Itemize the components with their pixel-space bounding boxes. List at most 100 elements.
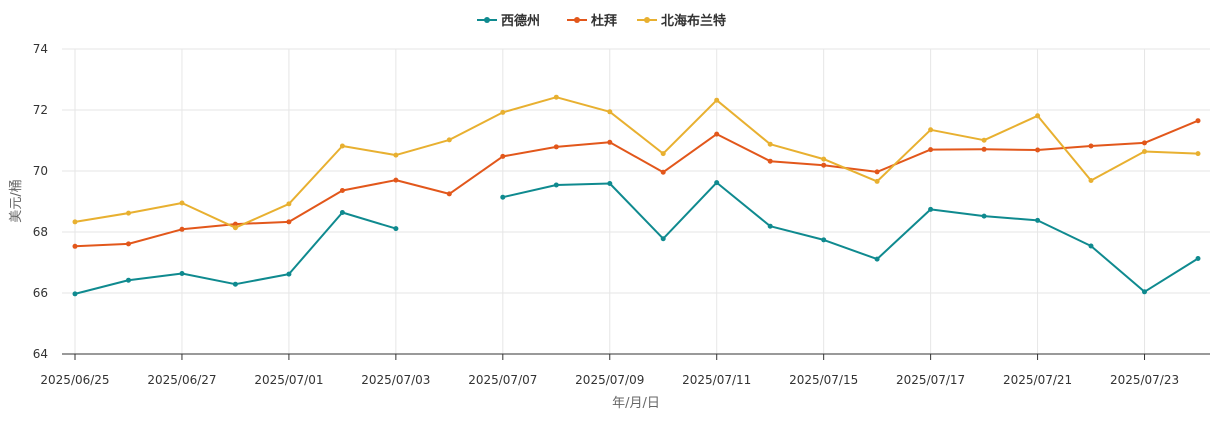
series-layer bbox=[72, 94, 1201, 297]
data-point[interactable] bbox=[1088, 178, 1094, 183]
x-tick-label: 2025/07/09 bbox=[575, 373, 644, 387]
legend-item[interactable]: 西德州 bbox=[477, 13, 540, 29]
legend-label: 杜拜 bbox=[591, 13, 617, 29]
data-point[interactable] bbox=[660, 169, 666, 175]
data-point[interactable] bbox=[714, 131, 720, 137]
data-point[interactable] bbox=[981, 137, 987, 143]
series-line bbox=[74, 96, 1199, 229]
legend-label: 北海布兰特 bbox=[661, 13, 726, 29]
data-point[interactable] bbox=[607, 181, 613, 186]
legend-item[interactable]: 北海布兰特 bbox=[637, 13, 726, 29]
data-point[interactable] bbox=[232, 221, 238, 227]
x-tick-label: 2025/07/21 bbox=[1003, 373, 1072, 387]
data-point[interactable] bbox=[1142, 140, 1147, 146]
data-point[interactable] bbox=[714, 97, 720, 103]
data-point[interactable] bbox=[72, 219, 78, 225]
data-point[interactable] bbox=[928, 127, 934, 133]
data-point[interactable] bbox=[821, 237, 827, 243]
data-point[interactable] bbox=[500, 109, 506, 115]
data-point[interactable] bbox=[1195, 151, 1201, 157]
data-point[interactable] bbox=[393, 226, 399, 232]
data-point[interactable] bbox=[821, 162, 827, 168]
x-tick-label: 2025/07/07 bbox=[468, 373, 537, 387]
data-point[interactable] bbox=[446, 191, 452, 197]
data-point[interactable] bbox=[553, 94, 559, 100]
data-point[interactable] bbox=[607, 109, 613, 115]
data-point[interactable] bbox=[767, 223, 773, 229]
data-point[interactable] bbox=[821, 156, 827, 162]
data-point[interactable] bbox=[1195, 118, 1201, 124]
y-tick-label: 74 bbox=[33, 42, 48, 56]
data-point[interactable] bbox=[1035, 147, 1041, 153]
legend-marker bbox=[644, 17, 650, 23]
data-point[interactable] bbox=[1035, 113, 1041, 119]
data-point[interactable] bbox=[126, 241, 131, 247]
data-point[interactable] bbox=[339, 143, 345, 149]
data-point[interactable] bbox=[1142, 149, 1147, 154]
data-point[interactable] bbox=[286, 201, 292, 207]
axes: 64 66 68 70 72 74 2025/06/25 2025/06/27 2025/07/… bbox=[33, 42, 1210, 387]
data-point[interactable] bbox=[607, 139, 613, 145]
series-2 bbox=[72, 94, 1201, 231]
data-point[interactable] bbox=[286, 219, 292, 225]
y-tick-label: 66 bbox=[33, 286, 48, 300]
x-tick-label: 2025/07/03 bbox=[361, 373, 430, 387]
data-point[interactable] bbox=[874, 169, 880, 175]
legend-marker bbox=[574, 17, 580, 23]
data-point[interactable] bbox=[553, 144, 559, 150]
x-tick-label: 2025/07/01 bbox=[254, 373, 323, 387]
data-point[interactable] bbox=[179, 200, 185, 206]
data-point[interactable] bbox=[72, 291, 78, 297]
series-0 bbox=[72, 180, 1201, 297]
data-point[interactable] bbox=[981, 213, 987, 219]
data-point[interactable] bbox=[1035, 217, 1041, 223]
data-point[interactable] bbox=[72, 243, 78, 249]
data-point[interactable] bbox=[393, 177, 399, 183]
data-point[interactable] bbox=[660, 236, 666, 242]
data-point[interactable] bbox=[767, 158, 773, 164]
y-tick-label: 68 bbox=[33, 225, 48, 239]
grid-lines bbox=[62, 48, 1210, 354]
data-point[interactable] bbox=[1088, 243, 1094, 249]
x-tick-label: 2025/07/17 bbox=[896, 373, 965, 387]
legend[interactable]: 西德州 杜拜 北海布兰特 bbox=[477, 13, 726, 29]
data-point[interactable] bbox=[179, 271, 185, 276]
y-axis-title: 美元/桶 bbox=[9, 179, 24, 222]
data-point[interactable] bbox=[393, 152, 399, 158]
data-point[interactable] bbox=[928, 147, 934, 153]
data-point[interactable] bbox=[339, 210, 345, 215]
data-point[interactable] bbox=[874, 256, 880, 262]
data-point[interactable] bbox=[126, 277, 131, 283]
data-point[interactable] bbox=[660, 151, 666, 157]
y-tick-label: 72 bbox=[33, 103, 48, 117]
legend-label: 西德州 bbox=[501, 13, 540, 29]
data-point[interactable] bbox=[874, 178, 880, 184]
data-point[interactable] bbox=[126, 210, 131, 216]
x-tick-label: 2025/07/15 bbox=[789, 373, 858, 387]
x-tick-label: 2025/06/27 bbox=[147, 373, 216, 387]
data-point[interactable] bbox=[553, 182, 559, 188]
series-line bbox=[502, 181, 1199, 293]
data-point[interactable] bbox=[928, 206, 934, 212]
data-point[interactable] bbox=[767, 141, 773, 147]
data-point[interactable] bbox=[500, 153, 506, 159]
data-point[interactable] bbox=[500, 194, 506, 200]
data-point[interactable] bbox=[1088, 143, 1094, 149]
data-point[interactable] bbox=[179, 226, 185, 232]
series-line bbox=[74, 119, 1199, 248]
data-point[interactable] bbox=[232, 281, 238, 287]
data-point[interactable] bbox=[232, 225, 238, 231]
data-point[interactable] bbox=[1195, 256, 1201, 261]
data-point[interactable] bbox=[286, 271, 292, 277]
legend-item[interactable]: 杜拜 bbox=[567, 13, 617, 29]
data-point[interactable] bbox=[446, 137, 452, 143]
y-tick-label: 64 bbox=[33, 347, 48, 361]
y-tick-label: 70 bbox=[33, 164, 48, 178]
x-tick-label: 2025/07/23 bbox=[1110, 373, 1179, 387]
data-point[interactable] bbox=[1142, 289, 1147, 295]
data-point[interactable] bbox=[981, 146, 987, 152]
data-point[interactable] bbox=[339, 188, 345, 193]
data-point[interactable] bbox=[714, 180, 720, 186]
